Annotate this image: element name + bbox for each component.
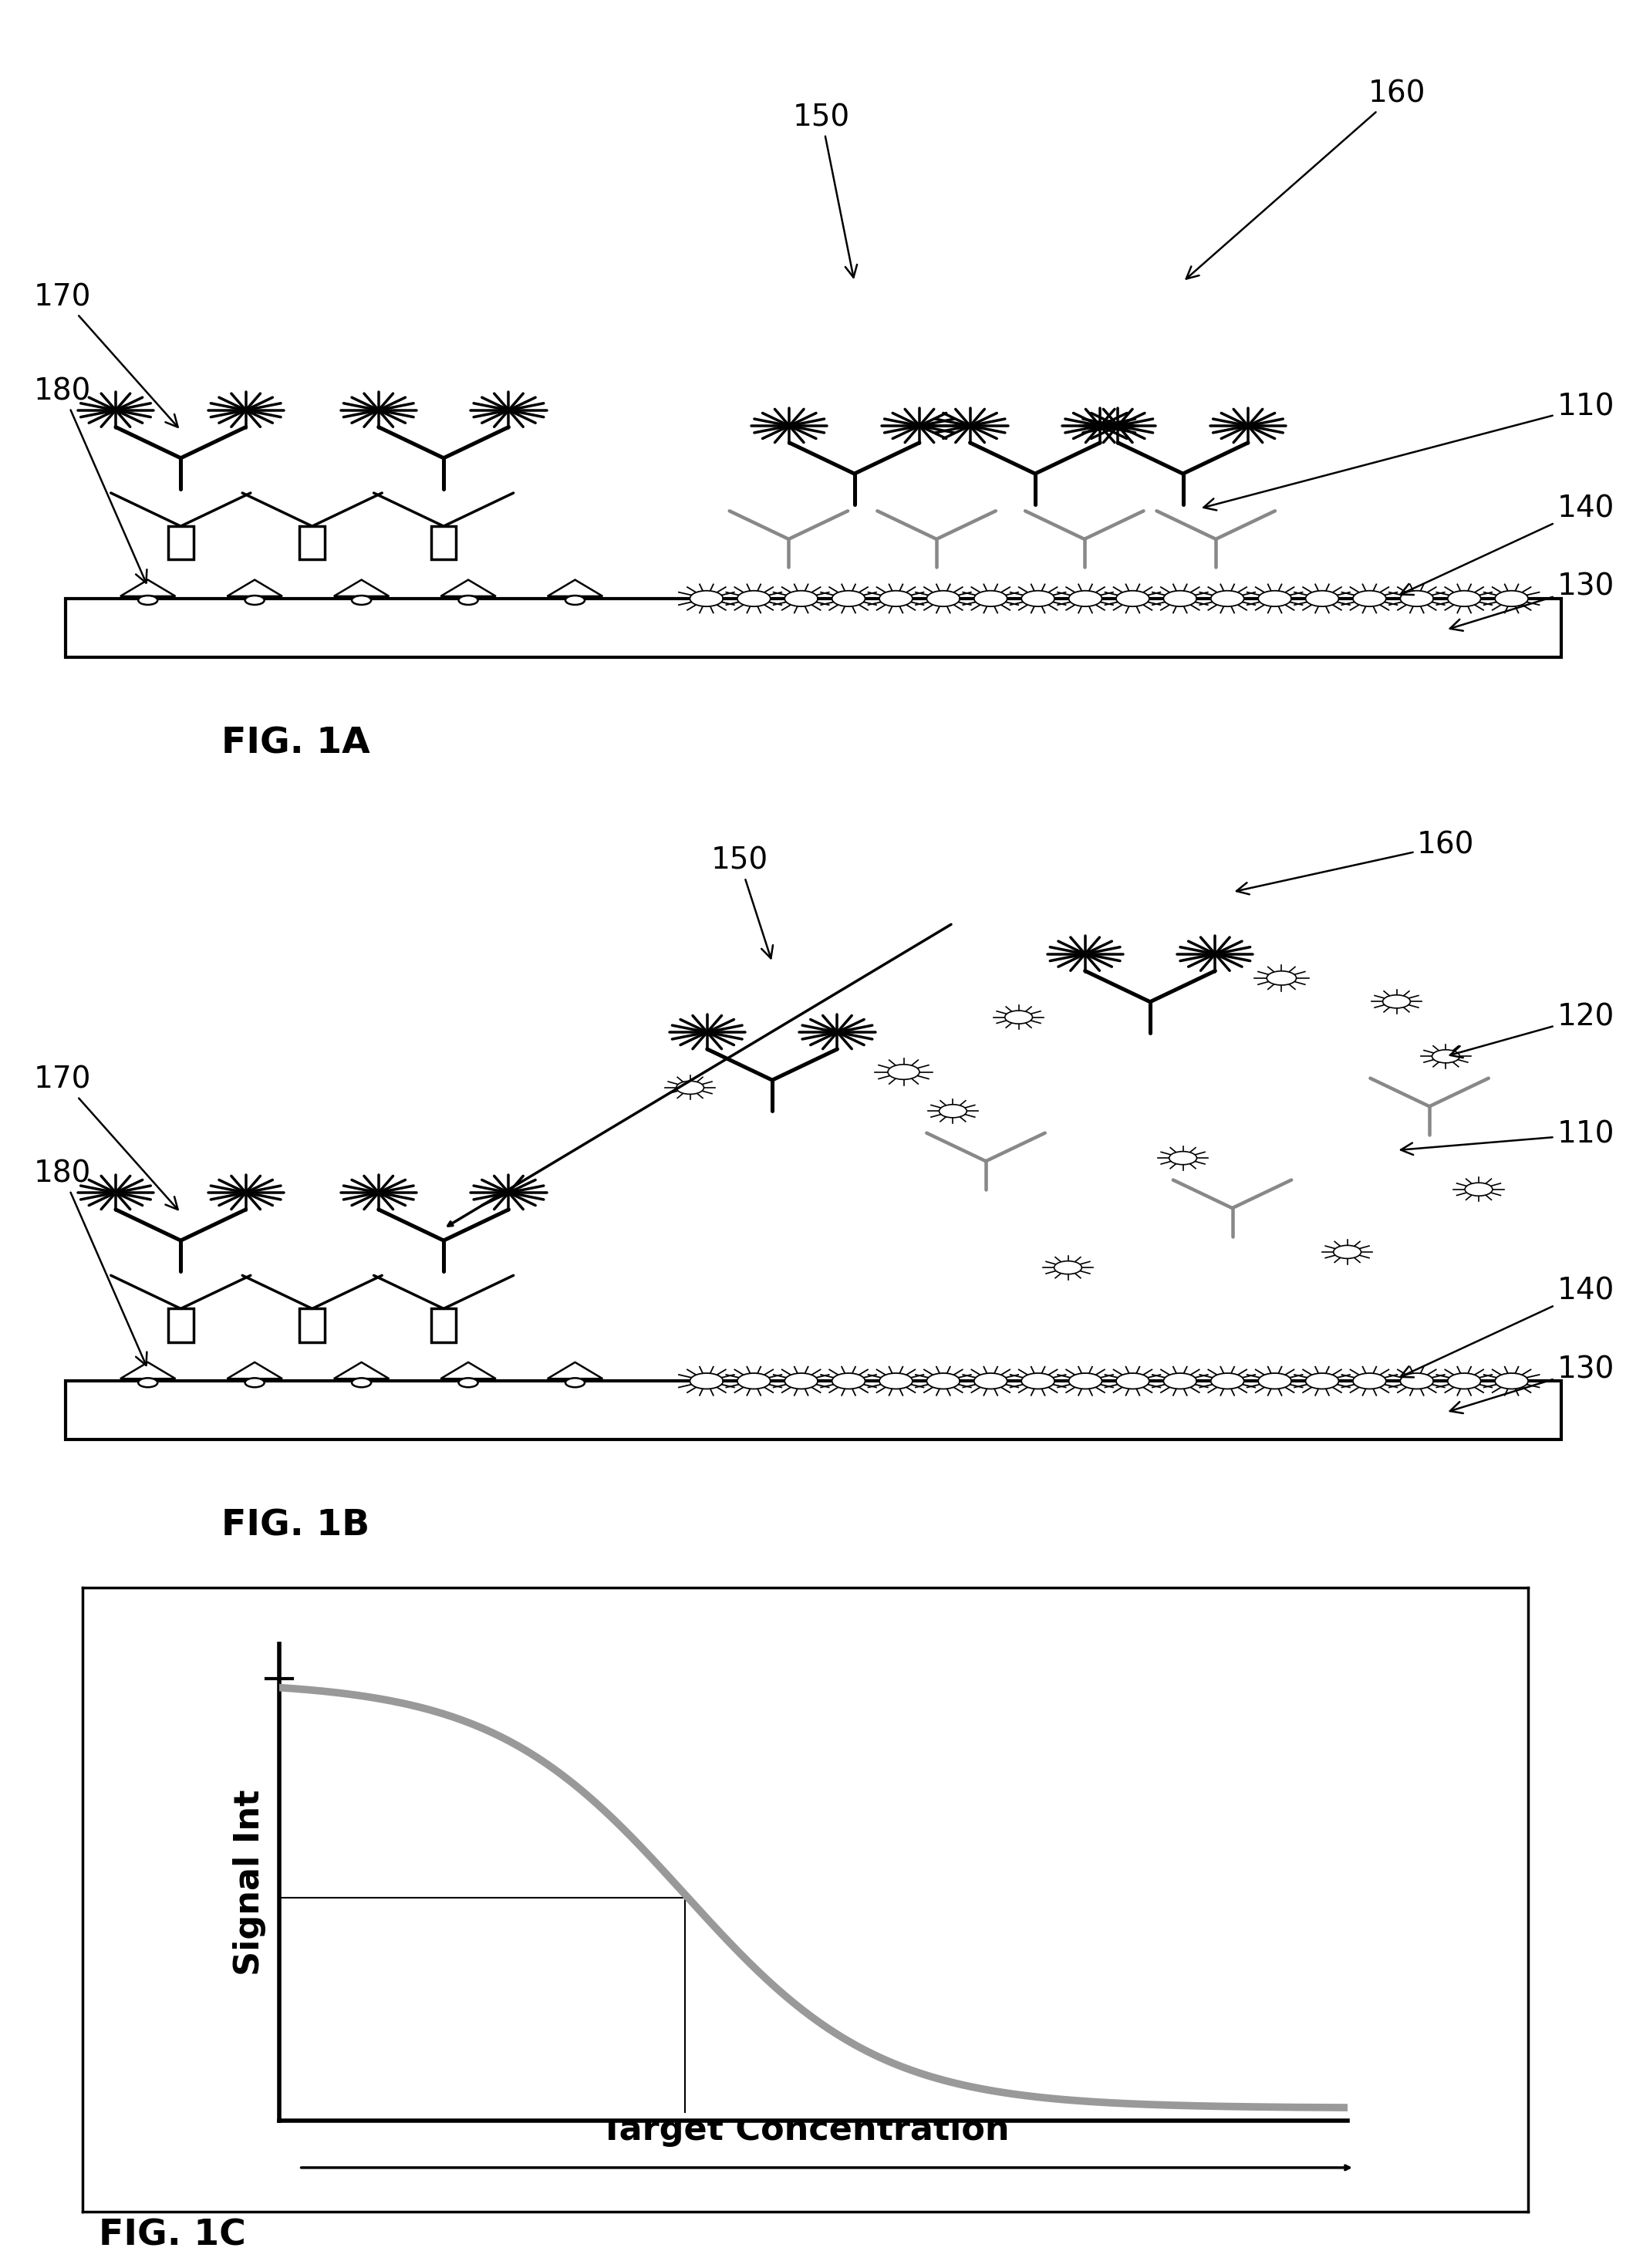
Circle shape [1055,1261,1081,1275]
Circle shape [927,1372,960,1388]
Circle shape [690,590,723,606]
Circle shape [245,1379,265,1388]
Text: FIG. 1B: FIG. 1B [222,1508,370,1542]
Circle shape [1259,590,1291,606]
Circle shape [1116,1372,1148,1388]
Circle shape [1306,590,1339,606]
Bar [299,526,325,560]
Bar [430,1309,457,1343]
Circle shape [458,596,478,606]
Text: 110: 110 [1401,1120,1613,1154]
Circle shape [940,1105,966,1118]
Circle shape [1447,1372,1480,1388]
Circle shape [831,1372,866,1388]
Circle shape [738,1372,771,1388]
Text: 110: 110 [1204,392,1613,510]
Circle shape [1352,590,1387,606]
Circle shape [1211,590,1244,606]
Text: 180: 180 [35,376,146,583]
Text: Target Concentration: Target Concentration [600,2114,1010,2148]
Bar [168,1309,194,1343]
Circle shape [927,590,960,606]
Bar [168,526,194,560]
Circle shape [245,596,265,606]
Circle shape [565,1379,585,1388]
Circle shape [974,590,1007,606]
Circle shape [1163,1372,1196,1388]
Circle shape [1170,1152,1196,1163]
Circle shape [1116,590,1148,606]
Bar [66,1381,1561,1440]
Circle shape [1022,590,1055,606]
Y-axis label: Signal Int: Signal Int [233,1789,266,1975]
Circle shape [887,1064,920,1080]
Circle shape [1495,590,1528,606]
Circle shape [1259,1372,1291,1388]
Circle shape [1306,1372,1339,1388]
Circle shape [1070,1372,1102,1388]
Text: FIG. 1C: FIG. 1C [99,2218,246,2252]
Text: 150: 150 [794,102,858,277]
Circle shape [879,590,912,606]
Text: FIG. 1A: FIG. 1A [222,726,370,760]
Circle shape [1006,1012,1032,1023]
Circle shape [1163,590,1196,606]
Bar [66,599,1561,658]
Text: 130: 130 [1451,1354,1613,1413]
Circle shape [1267,971,1296,984]
Text: 180: 180 [35,1159,146,1365]
Circle shape [138,596,158,606]
Text: 160: 160 [1186,79,1424,279]
Circle shape [677,1082,703,1093]
Circle shape [1211,1372,1244,1388]
Circle shape [138,1379,158,1388]
Circle shape [1400,590,1433,606]
Text: 150: 150 [711,846,772,959]
Circle shape [458,1379,478,1388]
Circle shape [565,596,585,606]
Circle shape [1447,590,1480,606]
Circle shape [1352,1372,1387,1388]
Circle shape [785,1372,818,1388]
Circle shape [1433,1050,1459,1064]
Text: 130: 130 [1451,572,1613,631]
Circle shape [831,590,866,606]
Circle shape [1495,1372,1528,1388]
Text: 140: 140 [1400,494,1613,594]
Circle shape [974,1372,1007,1388]
Circle shape [785,590,818,606]
Text: 120: 120 [1451,1002,1613,1057]
Text: 170: 170 [35,1066,177,1209]
Circle shape [1334,1245,1360,1259]
Circle shape [352,1379,371,1388]
Text: 160: 160 [1237,830,1474,894]
Circle shape [352,596,371,606]
Circle shape [1022,1372,1055,1388]
Circle shape [690,1372,723,1388]
Text: 170: 170 [35,284,177,426]
Circle shape [879,1372,912,1388]
Circle shape [1383,996,1410,1007]
Bar [299,1309,325,1343]
Circle shape [738,590,771,606]
Circle shape [1070,590,1102,606]
Circle shape [1466,1184,1492,1195]
Circle shape [1400,1372,1433,1388]
Text: 140: 140 [1400,1277,1613,1377]
Bar [430,526,457,560]
